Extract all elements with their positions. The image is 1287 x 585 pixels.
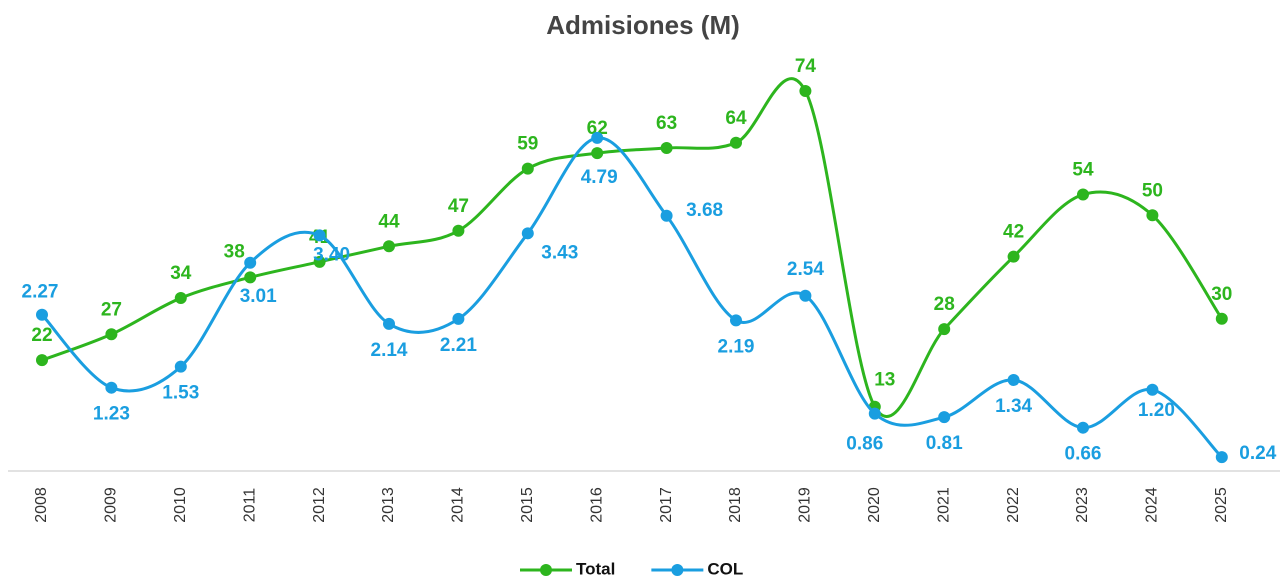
data-label: 47 (448, 196, 469, 217)
data-point (1007, 250, 1020, 263)
data-label: 0.86 (846, 434, 883, 455)
data-label: 30 (1211, 284, 1232, 305)
legend-label: Total (576, 559, 615, 578)
data-point (868, 407, 881, 420)
data-point (36, 354, 48, 367)
data-point (730, 136, 742, 149)
data-label: 2.21 (440, 335, 477, 356)
data-label: 64 (725, 108, 747, 129)
data-label: 44 (378, 211, 400, 232)
data-label: 63 (656, 113, 677, 134)
data-point (174, 292, 187, 305)
data-point (244, 256, 257, 269)
data-point (938, 411, 951, 424)
data-label: 27 (101, 299, 122, 320)
x-tick-label: 2011 (241, 488, 258, 523)
data-point (799, 289, 812, 302)
x-tick-label: 2017 (658, 487, 675, 523)
data-point (313, 255, 326, 268)
data-label: 3.43 (541, 242, 578, 263)
data-label: 42 (1003, 222, 1024, 243)
data-point (36, 308, 48, 321)
data-point (660, 209, 673, 222)
data-point (452, 224, 465, 237)
data-point (452, 312, 465, 325)
legend-marker (540, 564, 552, 576)
data-label: 3.01 (240, 286, 277, 307)
data-point (1146, 209, 1159, 222)
data-point (313, 229, 326, 242)
legend-marker (671, 564, 684, 576)
data-label: 1.53 (162, 383, 199, 404)
data-point (105, 328, 118, 341)
data-label: 1.20 (1138, 400, 1175, 421)
data-label: 28 (934, 294, 955, 315)
x-tick-label: 2008 (33, 487, 50, 523)
data-point (799, 85, 812, 98)
data-point (174, 360, 187, 373)
data-point (591, 147, 604, 160)
x-tick-label: 2022 (1005, 487, 1022, 523)
series-line (41, 77, 1224, 418)
x-tick-label: 2021 (935, 487, 952, 523)
data-label: 4.79 (581, 167, 618, 188)
data-point (660, 141, 673, 154)
data-label: 2.14 (371, 340, 408, 361)
x-tick-label: 2010 (172, 487, 189, 523)
data-point (383, 240, 395, 253)
x-tick-label: 2019 (797, 487, 814, 523)
data-label: 59 (517, 134, 538, 155)
data-point (730, 314, 742, 327)
data-label: 38 (224, 241, 245, 262)
data-label: 62 (587, 118, 608, 139)
data-label: 0.66 (1065, 444, 1102, 465)
data-label: 34 (170, 263, 192, 284)
data-label: 50 (1142, 180, 1163, 201)
x-tick-label: 2018 (727, 487, 744, 523)
data-label: 22 (31, 325, 52, 346)
data-point (383, 317, 395, 330)
data-point (521, 162, 534, 175)
legend-label: COL (707, 559, 743, 578)
data-point (938, 323, 951, 336)
data-point (1215, 451, 1228, 464)
data-point (591, 131, 604, 144)
data-label: 0.81 (926, 433, 963, 454)
data-label: 1.23 (93, 404, 130, 425)
x-tick-label: 2024 (1144, 487, 1161, 523)
data-point (1007, 373, 1020, 386)
series-line (40, 136, 1223, 459)
x-tick-label: 2020 (866, 487, 883, 523)
x-tick-label: 2014 (450, 487, 467, 523)
data-label: 1.34 (995, 396, 1032, 417)
data-label: 2.19 (718, 336, 755, 357)
x-tick-label: 2016 (588, 487, 605, 523)
data-point (521, 227, 534, 240)
data-label: 13 (874, 370, 895, 391)
data-label: 3.40 (313, 244, 350, 265)
chart-title: Admisiones (M) (546, 10, 740, 40)
data-label: 54 (1072, 160, 1094, 181)
x-tick-label: 2023 (1074, 487, 1091, 523)
data-label: 0.24 (1239, 443, 1276, 464)
data-point (1146, 383, 1159, 396)
data-label: 2.54 (787, 259, 824, 280)
data-label: 74 (795, 56, 817, 77)
x-tick-label: 2012 (311, 487, 328, 523)
x-tick-label: 2015 (519, 487, 536, 523)
data-point (1215, 312, 1228, 325)
x-tick-label: 2013 (380, 487, 397, 523)
x-tick-label: 2025 (1213, 487, 1230, 523)
data-point (105, 381, 118, 394)
data-label: 2.27 (22, 282, 59, 303)
data-point (1077, 421, 1089, 434)
data-label: 3.68 (686, 200, 723, 221)
data-point (244, 271, 257, 284)
data-point (1077, 188, 1089, 201)
x-tick-label: 2009 (103, 487, 120, 523)
